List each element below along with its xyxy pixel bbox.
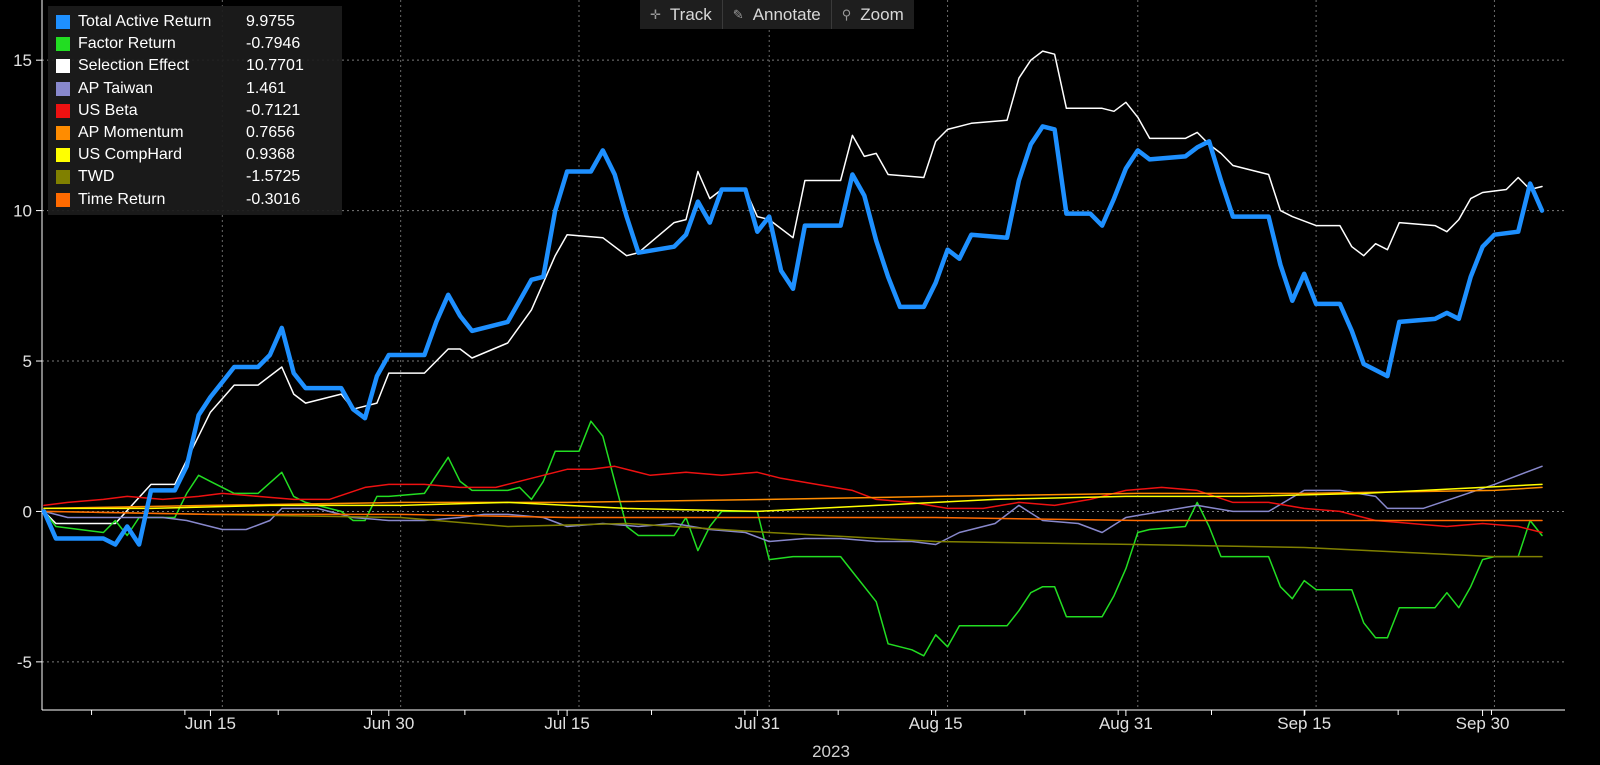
x-axis-title: 2023: [812, 742, 850, 761]
legend-swatch: [56, 103, 70, 118]
y-tick-label: 10: [13, 202, 32, 221]
legend-label: Time Return: [78, 190, 166, 208]
series-lines: [41, 50, 1545, 657]
legend-value: -0.7946: [246, 35, 301, 53]
chart-toolbar: ✛ Track ✎ Annotate ⚲ Zoom: [640, 0, 914, 29]
zoom-button[interactable]: ⚲ Zoom: [832, 0, 914, 29]
y-tick-label: -5: [17, 653, 32, 672]
legend-swatch: [56, 15, 70, 30]
legend-value: 0.9368: [246, 146, 295, 164]
legend-item[interactable]: AP Taiwan 1.461: [56, 78, 336, 100]
legend-label: US Beta: [78, 101, 138, 119]
legend-label: AP Taiwan: [78, 79, 154, 97]
legend-label: Total Active Return: [78, 13, 212, 31]
x-tick-label: Jun 30: [363, 714, 414, 733]
series-line-total-active-return[interactable]: [41, 124, 1545, 547]
series-line-ap-taiwan[interactable]: [43, 465, 1543, 546]
legend-value: -0.3016: [246, 190, 301, 208]
pencil-icon: ✎: [732, 6, 744, 22]
legend-item[interactable]: Selection Effect 10.7701: [56, 55, 336, 77]
legend-swatch: [56, 192, 70, 207]
y-tick-label: 15: [13, 51, 32, 70]
y-tick-label: 0: [23, 502, 32, 521]
legend-label: Selection Effect: [78, 57, 189, 75]
legend-value: 9.9755: [246, 13, 295, 31]
legend-swatch: [56, 59, 70, 74]
y-tick-label: 5: [23, 352, 32, 371]
annotate-button[interactable]: ✎ Annotate: [723, 0, 832, 29]
legend-value: 1.461: [246, 79, 287, 97]
legend-item[interactable]: Factor Return -0.7946: [56, 33, 336, 55]
series-line-time-return[interactable]: [43, 510, 1543, 522]
legend-label: TWD: [78, 168, 115, 186]
gridlines: [42, 0, 1565, 710]
legend-item[interactable]: Total Active Return 9.9755: [56, 11, 336, 33]
annotate-label: Annotate: [752, 4, 821, 24]
zoom-label: Zoom: [860, 4, 904, 24]
axes: -5 0 5 10 15 Jun 15 Jun 30 Jul 15 Jul 31 Aug 15 Au…: [13, 0, 1565, 733]
magnifier-icon: ⚲: [841, 6, 852, 22]
x-tick-label: Aug 15: [909, 714, 963, 733]
legend-label: Factor Return: [78, 35, 176, 53]
series-line-twd[interactable]: [43, 510, 1543, 558]
legend-item[interactable]: US CompHard 0.9368: [56, 144, 336, 166]
series-line-selection-effect[interactable]: [43, 50, 1543, 525]
series-line-factor-return[interactable]: [43, 420, 1543, 657]
x-tick-label: Jul 15: [544, 714, 589, 733]
series-line-us-beta[interactable]: [43, 465, 1543, 534]
legend-swatch: [56, 148, 70, 163]
x-tick-label: Jun 15: [185, 714, 236, 733]
legend-item[interactable]: TWD -1.5725: [56, 166, 336, 188]
legend-item[interactable]: AP Momentum 0.7656: [56, 122, 336, 144]
track-label: Track: [669, 4, 712, 24]
legend-label: US CompHard: [78, 146, 183, 164]
chart-legend: Total Active Return 9.9755 Factor Return -0…: [48, 6, 342, 215]
x-tick-label: Jul 31: [735, 714, 780, 733]
legend-swatch: [56, 170, 70, 185]
legend-value: 10.7701: [246, 57, 304, 75]
legend-swatch: [56, 37, 70, 52]
series-line-us-comphard[interactable]: [43, 483, 1543, 513]
x-tick-label: Aug 31: [1099, 714, 1153, 733]
legend-item[interactable]: Time Return -0.3016: [56, 189, 336, 211]
legend-item[interactable]: US Beta -0.7121: [56, 100, 336, 122]
track-button[interactable]: ✛ Track: [640, 0, 723, 29]
crosshair-icon: ✛: [650, 6, 661, 22]
legend-swatch: [56, 81, 70, 96]
legend-swatch: [56, 126, 70, 141]
legend-value: -0.7121: [246, 101, 301, 119]
legend-label: AP Momentum: [78, 124, 184, 142]
x-tick-label: Sep 30: [1456, 714, 1510, 733]
legend-value: 0.7656: [246, 124, 295, 142]
x-tick-label: Sep 15: [1277, 714, 1331, 733]
legend-value: -1.5725: [246, 168, 301, 186]
